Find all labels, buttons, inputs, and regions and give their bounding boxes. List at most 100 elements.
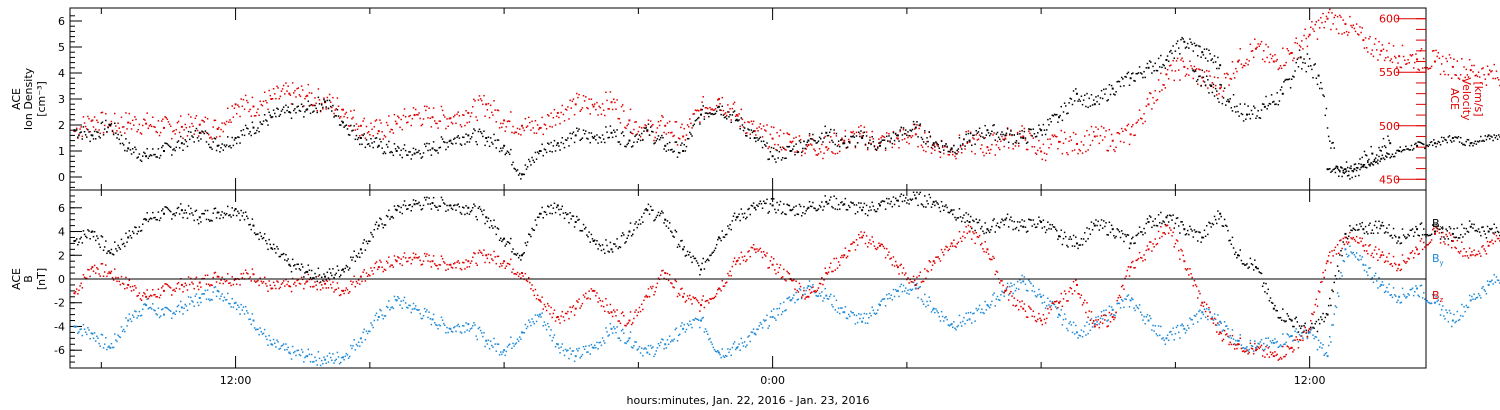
b-by-point bbox=[571, 350, 574, 352]
density-point bbox=[1005, 132, 1008, 135]
velocity-point bbox=[365, 125, 368, 128]
b-by-point bbox=[759, 321, 762, 324]
velocity-point bbox=[520, 134, 522, 136]
b-by-point bbox=[314, 356, 316, 359]
density-point bbox=[273, 112, 276, 115]
velocity-point bbox=[119, 131, 122, 133]
velocity-point bbox=[910, 136, 913, 139]
velocity-point bbox=[1005, 134, 1008, 136]
b-bx-point bbox=[1401, 228, 1404, 230]
velocity-point bbox=[184, 123, 186, 126]
velocity-point bbox=[1126, 124, 1129, 127]
velocity-point bbox=[488, 116, 491, 119]
density-point bbox=[544, 149, 547, 151]
density-point bbox=[1324, 114, 1327, 117]
velocity-point bbox=[1056, 135, 1058, 138]
b-bx-point bbox=[734, 219, 737, 221]
b-bx-point bbox=[889, 203, 891, 205]
velocity-point bbox=[1331, 12, 1333, 14]
velocity-point bbox=[756, 127, 758, 130]
density-point bbox=[1080, 95, 1083, 97]
velocity-point bbox=[841, 137, 843, 139]
b-by-point bbox=[714, 350, 717, 353]
density-point bbox=[1045, 129, 1048, 131]
b-by-point bbox=[282, 343, 285, 345]
b-by-point bbox=[117, 334, 119, 336]
density-point bbox=[1358, 162, 1360, 165]
velocity-point bbox=[1040, 150, 1043, 153]
velocity-point bbox=[1090, 125, 1093, 128]
velocity-point bbox=[328, 93, 331, 96]
velocity-point bbox=[941, 146, 944, 149]
density-point bbox=[1180, 38, 1182, 41]
density-point bbox=[502, 147, 504, 149]
b-bx-point bbox=[1073, 245, 1076, 248]
velocity-point bbox=[1387, 56, 1389, 58]
b-bx-point bbox=[1138, 226, 1141, 228]
velocity-point bbox=[1292, 59, 1294, 62]
density-point bbox=[1010, 130, 1012, 132]
b-bx-point bbox=[1030, 219, 1032, 221]
b-bx-point bbox=[872, 205, 875, 207]
b-bx-point bbox=[1157, 214, 1160, 216]
density-point bbox=[1195, 80, 1198, 83]
b-bx-point bbox=[577, 219, 579, 221]
density-point bbox=[1454, 136, 1456, 138]
density-point bbox=[1177, 47, 1180, 49]
b-by-point bbox=[841, 307, 843, 309]
velocity-point bbox=[757, 129, 759, 132]
velocity-point bbox=[962, 144, 964, 146]
b-bx-point bbox=[874, 210, 877, 213]
velocity-point bbox=[1073, 149, 1076, 151]
b-bx-point bbox=[1450, 240, 1453, 242]
b-by-point bbox=[124, 330, 126, 333]
b-by-point bbox=[783, 301, 785, 304]
b-bx-point bbox=[668, 222, 671, 224]
density-point bbox=[111, 130, 114, 133]
velocity-point bbox=[204, 116, 207, 119]
b-by-point bbox=[426, 309, 428, 311]
velocity-point bbox=[482, 103, 484, 106]
density-point bbox=[489, 137, 492, 139]
velocity-point bbox=[465, 110, 467, 112]
b-bx-point bbox=[883, 200, 886, 203]
velocity-point bbox=[341, 108, 343, 111]
velocity-point bbox=[125, 112, 127, 114]
b-bx-point bbox=[658, 214, 661, 217]
velocity-point bbox=[785, 149, 787, 151]
b-by-point bbox=[758, 325, 760, 327]
b-bx-point bbox=[1433, 224, 1435, 226]
velocity-point bbox=[502, 122, 504, 125]
density-point bbox=[435, 150, 437, 152]
b-bx-point bbox=[1198, 231, 1200, 233]
density-point bbox=[1285, 78, 1287, 81]
velocity-point bbox=[1150, 92, 1152, 95]
density-point bbox=[1425, 145, 1427, 147]
b-by-point bbox=[322, 362, 324, 365]
b-by-point bbox=[265, 335, 267, 338]
velocity-point bbox=[388, 115, 390, 117]
b-by-point bbox=[334, 359, 336, 362]
velocity-point bbox=[1306, 45, 1309, 48]
density-point bbox=[868, 142, 870, 145]
velocity-point bbox=[130, 128, 133, 130]
b-by-point bbox=[128, 313, 131, 315]
density-point bbox=[654, 142, 656, 144]
velocity-point bbox=[1185, 73, 1188, 76]
b-bx-point bbox=[460, 213, 463, 215]
velocity-point bbox=[392, 132, 395, 134]
density-point bbox=[740, 117, 743, 119]
b-by-point bbox=[675, 327, 678, 329]
velocity-point bbox=[1246, 58, 1248, 61]
b-bx-point bbox=[643, 212, 645, 215]
velocity-point bbox=[1308, 33, 1311, 36]
b-by-point bbox=[793, 294, 795, 296]
density-point bbox=[1449, 139, 1452, 142]
velocity-point bbox=[411, 117, 414, 120]
b-by-point bbox=[341, 356, 344, 359]
b-by-point bbox=[756, 328, 758, 331]
b-bx-point bbox=[717, 238, 719, 241]
density-point bbox=[167, 144, 170, 146]
density-point bbox=[1126, 72, 1129, 75]
b-by-point bbox=[182, 313, 184, 315]
